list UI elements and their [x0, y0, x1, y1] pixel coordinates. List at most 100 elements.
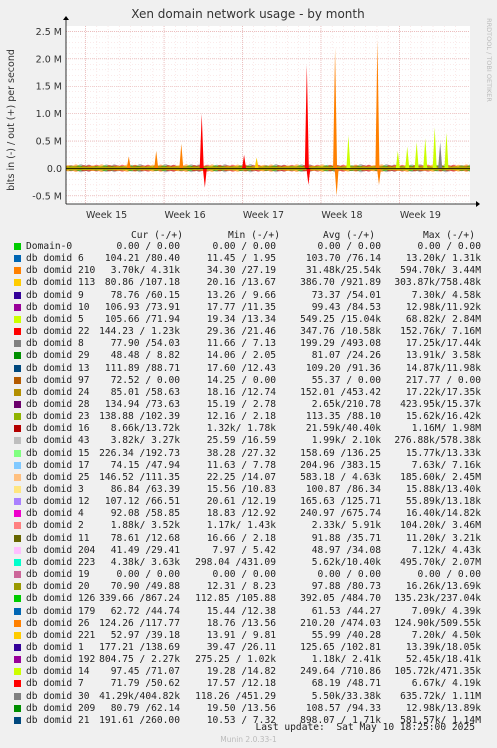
legend-avg: 347.76 /10.58k [300, 326, 381, 338]
legend-min: 12.16 / 2.18 [206, 411, 276, 423]
legend-swatch [14, 498, 21, 506]
legend-min: 14.25 / 0.00 [206, 374, 276, 386]
legend-min: 118.26 /451.29 [195, 690, 276, 702]
x-tick-label: Week 19 [400, 210, 441, 221]
legend-max: 124.90k/509.55k [394, 617, 481, 629]
legend-max: 15.62k/16.42k [405, 411, 481, 423]
legend-swatch [14, 631, 21, 639]
legend-cur: 0.00 / 0.00 [116, 569, 180, 581]
legend-name: db domid 113 [26, 277, 96, 289]
x-tick-label: Week 17 [243, 210, 284, 221]
legend-swatch [14, 461, 21, 469]
legend-avg: 100.87 /86.34 [305, 484, 381, 495]
plot-area [66, 26, 470, 204]
legend-row: db domid 179 62.72 /44.74 15.44 /12.38 61.5… [0, 606, 497, 618]
legend-avg: 165.63 /125.71 [300, 496, 381, 508]
legend-name: db domid 43 [26, 435, 90, 447]
legend-avg: 5.62k/10.40k [311, 556, 381, 568]
legend-cur: 78.61 /12.68 [110, 532, 180, 544]
legend-cur: 41.49 /29.41 [110, 544, 180, 556]
legend-avg: 21.59k/40.40k [305, 423, 381, 435]
legend-row: db domid 3 86.84 /63.39 15.56 /10.83 100.87… [0, 484, 497, 496]
legend-row: db domid 43 3.82k/ 3.27k 25.59 /16.59 1.99k… [0, 435, 497, 447]
legend-min: 10.53 / 7.32 [206, 714, 276, 726]
legend-name: db domid 16 [26, 423, 90, 435]
legend-avg: 204.96 /383.15 [300, 459, 381, 471]
y-tick-label: 1.5 M [36, 82, 62, 93]
legend-name: db domid 23 [26, 411, 90, 423]
legend-name: db domid 15 [26, 447, 90, 459]
legend-max: 0.00 / 0.00 [417, 241, 481, 252]
legend-avg: 0.00 / 0.00 [317, 569, 381, 581]
legend-swatch [14, 376, 21, 384]
legend-swatch [14, 473, 21, 481]
legend-max: 12.98k/11.92k [405, 301, 481, 313]
legend-avg: 103.70 /76.14 [305, 253, 381, 265]
legend-row: db domid 8 77.90 /54.03 11.66 / 7.13 199.29… [0, 338, 497, 350]
legend-cur: 339.66 /867.24 [99, 593, 180, 605]
legend-cur: 77.90 /54.03 [110, 338, 180, 350]
legend-cur: 3.70k/ 4.31k [110, 265, 180, 277]
traffic-spike [333, 47, 338, 169]
legend-cur: 124.26 /117.77 [99, 617, 180, 629]
legend-avg: 31.48k/25.54k [305, 265, 381, 277]
grid [66, 26, 470, 204]
legend-avg: 392.05 /484.70 [300, 593, 381, 605]
chart-title: Xen domain network usage - by month [131, 7, 364, 21]
legend-swatch [14, 486, 21, 493]
legend-row: db domid 23 138.88 /102.39 12.16 / 2.18 113… [0, 411, 497, 423]
legend-row: db domid 25 146.52 /111.35 22.25 /14.07 583… [0, 472, 497, 484]
legend-cur: 177.21 /138.69 [99, 641, 180, 653]
legend-name: db domid 11 [26, 532, 90, 544]
legend-cur: 62.72 /44.74 [110, 605, 180, 617]
legend-avg: 898.07 / 1.71k [300, 714, 381, 726]
legend-min: 15.44 /12.38 [206, 605, 276, 617]
legend-cur: 52.97 /39.18 [110, 629, 180, 641]
legend-min: 17.77 /11.35 [206, 301, 276, 313]
traffic-spike [179, 143, 184, 169]
legend-cur: 107.12 /66.51 [104, 496, 180, 508]
legend-avg: 68.19 /48.71 [311, 678, 381, 690]
legend-swatch [14, 400, 21, 408]
legend-row: db domid 223 4.38k/ 3.63k 298.04 /431.09 5.… [0, 557, 497, 569]
rrdtool-watermark: RRDTOOL / TOBI OETIKER [485, 18, 493, 102]
traffic-spike [154, 150, 159, 169]
legend-name: db domid 20 [26, 581, 90, 593]
legend-max: 217.77 / 0.00 [405, 374, 481, 386]
legend-swatch [14, 328, 21, 336]
traffic-spike [334, 168, 339, 196]
legend-swatch [14, 704, 21, 712]
legend-swatch [14, 595, 21, 603]
legend-cur: 804.75 / 2.27k [99, 654, 180, 666]
traffic-spike [375, 39, 380, 169]
legend-swatch [14, 388, 21, 396]
legend-swatch [14, 680, 21, 688]
legend-row: db domid 21 191.61 /260.00 10.53 / 7.32 898… [0, 715, 497, 727]
legend-name: db domid 22 [26, 326, 90, 338]
traffic-spike [377, 168, 382, 185]
legend-swatch [14, 267, 21, 275]
legend-row: db domid 4 92.08 /58.85 18.83 /12.92 240.97… [0, 508, 497, 520]
legend-row: db domid 14 97.45 /71.07 19.28 /14.82 249.6… [0, 666, 497, 678]
legend-min: 16.66 / 2.18 [206, 532, 276, 544]
legend-swatch [14, 643, 21, 651]
legend-cur: 104.21 /80.40 [104, 253, 180, 265]
legend-swatch [14, 716, 21, 724]
legend-cur: 0.00 / 0.00 [116, 241, 180, 252]
traffic-spike [306, 168, 311, 185]
x-tick-label: Week 18 [321, 210, 362, 221]
legend-cur: 70.90 /49.88 [110, 581, 180, 593]
legend-min: 19.50 /13.56 [206, 702, 276, 714]
column-header-avg: Avg (-/+) [323, 230, 375, 241]
traffic-spike [423, 138, 428, 169]
legend-swatch [14, 607, 21, 615]
legend-min: 12.31 / 8.23 [206, 581, 276, 593]
legend-min: 0.00 / 0.00 [212, 569, 276, 581]
legend-cur: 8.66k/13.72k [110, 423, 180, 435]
legend-name: db domid 6 [26, 253, 84, 265]
legend-name: Domain-0 [26, 241, 73, 252]
legend-row: db domid 12 107.12 /66.51 20.61 /12.19 165.… [0, 496, 497, 508]
legend-name: db domid 10 [26, 301, 90, 313]
legend-max: 17.25k/17.44k [405, 338, 481, 350]
legend-cur: 3.82k/ 3.27k [110, 435, 180, 447]
